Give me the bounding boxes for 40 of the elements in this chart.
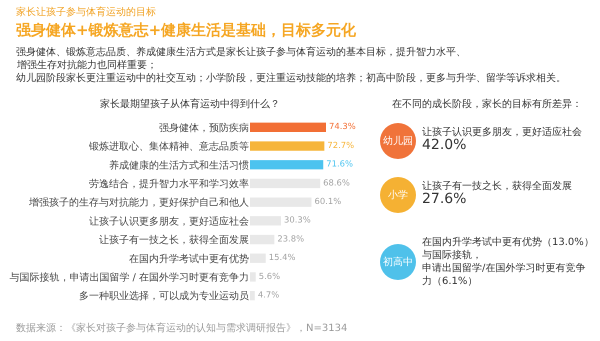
bar [250,160,324,170]
y-tick-label: 强身健体，预防疾病 [159,122,249,134]
text: 让孩子有一技之长，获得全面发展 [422,180,572,192]
chart-title: 家长最期望孩子从体育运动中得到什么？ [100,98,280,110]
category-label: 小学 [388,189,408,201]
text: 在不同的成长阶段，家长的目标有所差异： [392,98,582,110]
y-tick-label: 让孩子认识更多朋友，更好适应社会 [89,215,249,228]
text: 强身健体+锻炼意志+健康生活是基础，目标多元化 [16,21,358,39]
bar [250,141,324,151]
text: 27.6% [422,191,466,207]
y-tick-label: 劳逸结合，提升智力水平和学习效率 [89,178,249,190]
y-tick-label: 与国际接轨，申请出国留学 / 在国外学习时更有竞争力 [9,271,249,284]
text: 与国际接轨， [422,249,482,261]
data-label: 15.4% [268,252,296,262]
data-label: 30.3% [284,214,311,225]
data-label: 60.1% [314,196,342,206]
text: 幼儿园阶段家长更注重运动中的社交互动；小学阶段，更注重运动技能的培养；初高中阶段，更多与升学、留学等诉求相关。 [16,72,566,84]
y-tick-label: 锻炼进取心、集体精神、意志品质等 [88,140,249,153]
y-tick-label: 增强孩子的生存与对抗能力，更好保护自己和他人 [28,196,249,209]
text: 家长让孩子参与体育运动的目标 [16,6,156,18]
y-tick-label: 多一种职业选择，可以成为专业运动员 [79,290,249,302]
y-tick-label: 让孩子有一技之长，获得全面发展 [99,234,249,246]
bar [250,122,326,132]
data-label: 71.6% [326,158,353,169]
text: 申请出国留学/在国外学习时更有竞争力（6.1%） [422,262,586,287]
y-tick-label: 在国内升学考试中更有优势 [129,252,249,265]
data-label: 4.7% [258,290,280,300]
data-label: 5.6% [258,270,280,281]
category-label: 幼儿园 [383,135,413,147]
y-tick-label: 养成健康的生活方式和生活习惯 [109,159,249,172]
text: 在国内升学考试中更有优势（13.0%） [422,236,594,248]
data-label: 74.3% [329,121,356,132]
text: 让孩子认识更多朋友，更好适应社会 [422,126,582,138]
category-label: 初高中 [383,256,413,268]
text: 42.0% [422,137,466,153]
text: 强身健体、锻炼意志品质、养成健康生活方式是家长让孩子参与体育运动的基本目标，提升智力水平、增强生存对抗能力也同样重要； [16,46,466,71]
data-label: 68.6% [323,177,350,188]
source-note: 数据来源：《家长对孩子参与体育运动的认知与需求调研报告》，N=3134 [16,322,348,334]
data-label: 72.7% [327,140,354,150]
data-label: 23.8% [277,233,304,244]
